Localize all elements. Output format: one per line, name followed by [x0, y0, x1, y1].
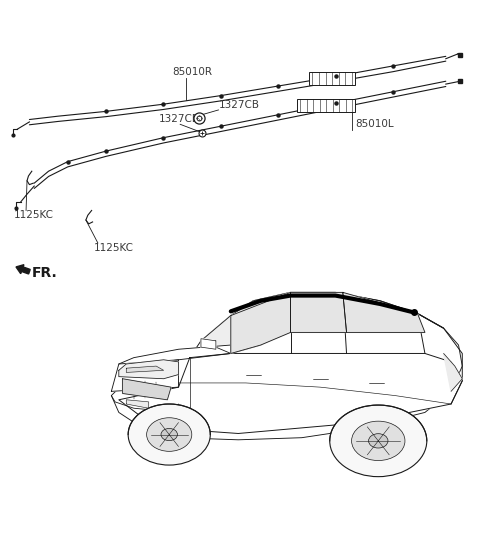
Ellipse shape — [128, 404, 210, 465]
Bar — [298, 99, 355, 112]
Polygon shape — [119, 345, 231, 366]
Ellipse shape — [161, 429, 178, 441]
Ellipse shape — [351, 421, 405, 461]
Polygon shape — [290, 293, 347, 332]
Polygon shape — [231, 293, 290, 353]
Polygon shape — [126, 400, 149, 408]
Polygon shape — [444, 353, 462, 392]
Ellipse shape — [369, 434, 388, 448]
Text: 1125KC: 1125KC — [94, 243, 134, 253]
Text: 1327CB: 1327CB — [158, 114, 200, 124]
Ellipse shape — [146, 418, 192, 451]
Polygon shape — [126, 366, 164, 372]
Polygon shape — [111, 293, 462, 440]
Polygon shape — [122, 379, 171, 400]
Text: FR.: FR. — [32, 265, 58, 280]
Polygon shape — [119, 353, 462, 434]
Polygon shape — [201, 293, 290, 353]
Polygon shape — [111, 360, 179, 392]
Polygon shape — [119, 360, 179, 379]
Text: 1125KC: 1125KC — [14, 211, 54, 221]
Text: 1327CB: 1327CB — [218, 100, 260, 110]
FancyArrow shape — [16, 265, 30, 274]
Polygon shape — [201, 339, 216, 349]
Ellipse shape — [330, 405, 427, 477]
Bar — [310, 72, 355, 85]
Text: 85010L: 85010L — [355, 119, 394, 129]
Polygon shape — [343, 293, 425, 332]
Text: 85010R: 85010R — [172, 67, 212, 77]
